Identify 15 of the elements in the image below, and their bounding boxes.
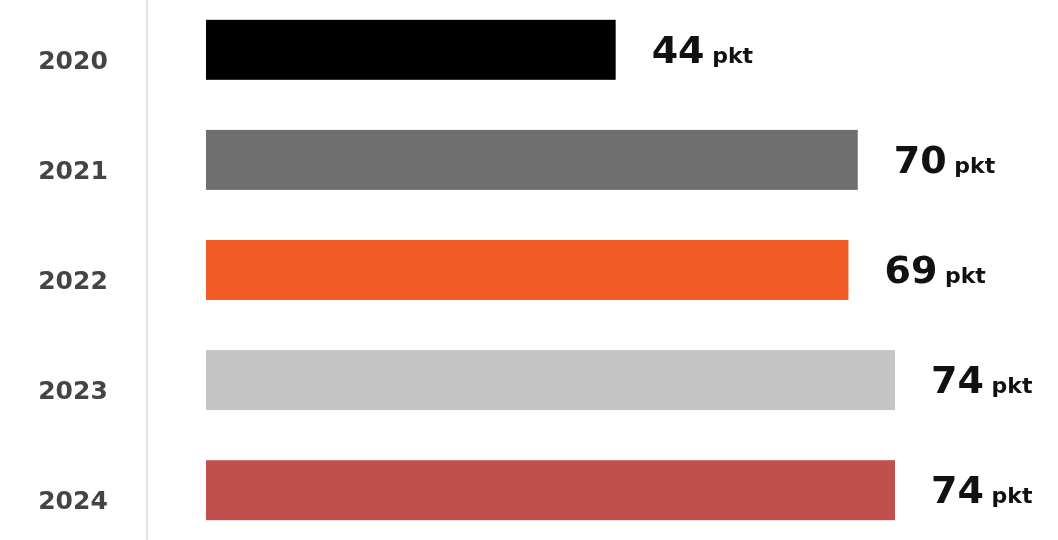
bar <box>206 129 858 190</box>
data-label: 70 pkt <box>893 137 996 182</box>
y-tick-label: 2022 <box>38 266 108 295</box>
y-tick-label: 2023 <box>38 376 108 406</box>
bar <box>206 350 895 411</box>
data-label: 44 pkt <box>651 27 754 72</box>
bar <box>206 240 849 300</box>
bar <box>206 19 616 80</box>
bar <box>206 460 895 521</box>
data-label: 69 pkt <box>884 248 987 292</box>
y-tick-label: 2021 <box>38 155 108 185</box>
y-tick-label: 2024 <box>38 486 108 516</box>
data-label: 74 pkt <box>931 358 1033 403</box>
data-label: 74 pkt <box>931 468 1033 513</box>
y-tick-label: 2020 <box>38 45 108 75</box>
